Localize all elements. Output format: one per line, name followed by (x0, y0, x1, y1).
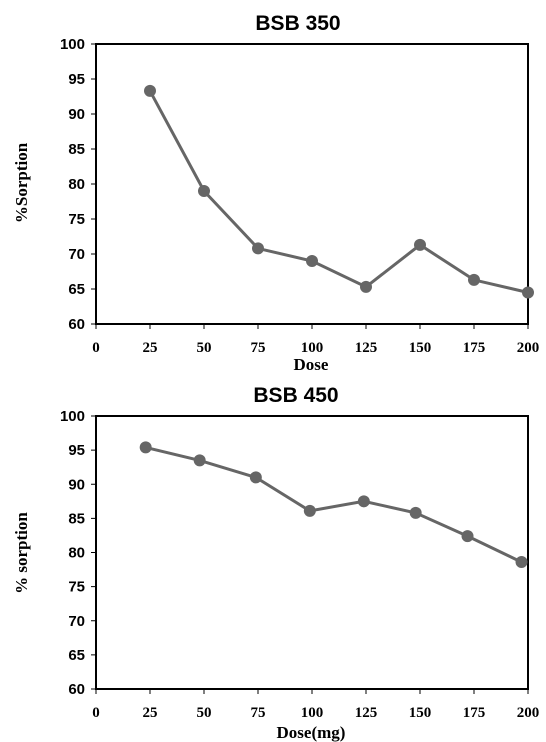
data-point (357, 495, 370, 508)
data-point (252, 242, 264, 255)
y-axis-label: % sorption (12, 512, 31, 594)
x-tick-label: 75 (251, 705, 266, 721)
x-tick-label: 25 (143, 340, 158, 356)
x-axis-label: Dose(mg) (277, 723, 346, 742)
x-tick-label: 150 (409, 340, 432, 356)
y-tick-label: 80 (68, 176, 85, 193)
data-point (306, 255, 318, 267)
y-tick-label: 75 (68, 579, 85, 596)
y-tick-label: 65 (68, 281, 85, 298)
y-tick-label: 75 (68, 211, 85, 228)
data-point (468, 273, 480, 286)
x-tick-label: 0 (92, 340, 100, 356)
x-tick-label: 150 (409, 705, 432, 721)
chart-title: BSB 350 (255, 12, 340, 35)
y-tick-label: 95 (68, 442, 85, 459)
data-point (198, 185, 210, 197)
data-point (522, 286, 534, 299)
x-tick-label: 200 (517, 340, 540, 356)
data-point (193, 454, 206, 467)
y-tick-label: 100 (60, 408, 85, 425)
x-tick-label: 100 (301, 340, 324, 356)
plot-frame (95, 43, 529, 325)
y-tick-label: 85 (68, 510, 85, 527)
x-tick-label: 125 (355, 340, 378, 356)
chart-bsb450: BSB 450 % sorption Dose(mg) 60 65 70 75 80 85… (12, 384, 539, 742)
x-tick-label: 75 (251, 340, 266, 356)
plot-frame (95, 415, 529, 690)
series-line (145, 445, 523, 564)
x-axis-label: Dose (294, 355, 329, 374)
chart-title: BSB 450 (253, 384, 338, 407)
x-tick-label: 175 (463, 705, 486, 721)
data-point (360, 280, 372, 293)
x-tick-label: 125 (355, 705, 378, 721)
data-point (303, 504, 316, 517)
series-line (148, 90, 529, 294)
data-point (461, 530, 474, 543)
chart-bsb350: BSB 350 %Sorption Dose 60 65 70 75 80 85 90 95 1… (12, 12, 539, 374)
x-tick-label: 50 (197, 340, 212, 356)
y-tick-label: 85 (68, 141, 85, 158)
x-tick-label: 175 (463, 340, 486, 356)
x-tick-label: 50 (197, 705, 212, 721)
data-point (144, 84, 156, 97)
x-tick-label: 100 (301, 705, 324, 721)
data-point (249, 471, 262, 484)
y-tick-label: 60 (68, 681, 85, 698)
data-point (414, 238, 426, 251)
y-tick-label: 90 (68, 106, 85, 123)
data-point (409, 506, 422, 519)
data-point (139, 441, 152, 454)
y-tick-label: 95 (68, 71, 85, 88)
y-tick-label: 90 (68, 476, 85, 493)
x-tick-label: 200 (517, 705, 540, 721)
y-tick-label: 70 (68, 613, 85, 630)
y-axis-label: %Sorption (12, 142, 31, 223)
y-tick-label: 80 (68, 545, 85, 562)
y-tick-label: 60 (68, 316, 85, 333)
data-point (515, 556, 528, 569)
x-tick-label: 0 (92, 705, 100, 721)
y-tick-label: 100 (60, 36, 85, 53)
y-tick-label: 70 (68, 246, 85, 263)
x-tick-label: 25 (143, 705, 158, 721)
y-tick-label: 65 (68, 647, 85, 664)
